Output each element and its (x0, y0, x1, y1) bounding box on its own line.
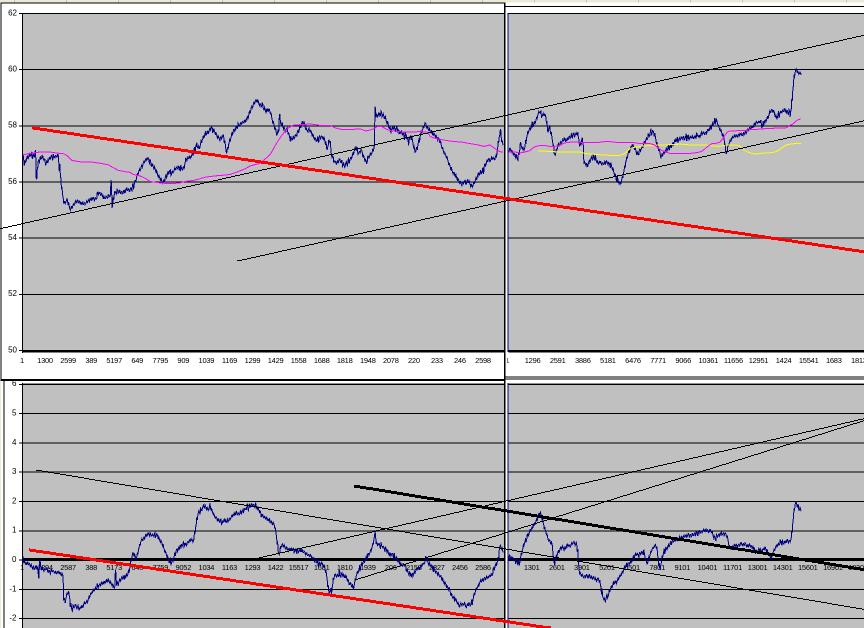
svg-text:1: 1 (12, 526, 17, 535)
svg-text:909: 909 (177, 356, 189, 365)
svg-text:1422: 1422 (268, 563, 284, 572)
svg-text:1429: 1429 (268, 356, 284, 365)
svg-text:1163: 1163 (222, 563, 237, 572)
svg-text:1558: 1558 (291, 356, 307, 365)
svg-text:9052: 9052 (175, 563, 191, 572)
svg-text:2586: 2586 (475, 563, 491, 572)
svg-text:1948: 1948 (360, 356, 376, 365)
svg-text:1424: 1424 (776, 356, 792, 365)
svg-text:2158: 2158 (406, 563, 422, 572)
svg-text:1810: 1810 (337, 563, 353, 572)
svg-text:2591: 2591 (550, 356, 566, 365)
svg-text:7771: 7771 (650, 356, 666, 365)
svg-text:1299: 1299 (245, 356, 261, 365)
svg-text:1: 1 (20, 356, 24, 365)
svg-text:206: 206 (385, 563, 397, 572)
svg-text:10401: 10401 (698, 563, 718, 572)
svg-text:4: 4 (12, 438, 17, 447)
svg-text:2: 2 (12, 496, 17, 505)
svg-text:649: 649 (131, 356, 143, 365)
svg-text:15541: 15541 (799, 356, 819, 365)
svg-text:7801: 7801 (649, 563, 665, 572)
svg-text:0: 0 (12, 555, 17, 564)
svg-text:1296: 1296 (525, 356, 541, 365)
svg-text:3: 3 (12, 467, 17, 476)
svg-text:2078: 2078 (383, 356, 399, 365)
svg-text:2601: 2601 (549, 563, 565, 572)
svg-text:7759: 7759 (152, 563, 168, 572)
svg-text:2599: 2599 (60, 356, 76, 365)
svg-text:1: 1 (506, 356, 510, 365)
svg-text:220: 220 (408, 356, 420, 365)
svg-text:1939: 1939 (360, 563, 376, 572)
svg-text:9066: 9066 (675, 356, 691, 365)
svg-text:56: 56 (8, 177, 17, 186)
svg-text:5201: 5201 (599, 563, 615, 572)
svg-text:5197: 5197 (106, 356, 122, 365)
svg-text:6: 6 (12, 379, 17, 388)
svg-text:50: 50 (8, 345, 17, 354)
svg-text:15601: 15601 (798, 563, 818, 572)
svg-text:1300: 1300 (37, 356, 53, 365)
svg-text:388: 388 (85, 563, 97, 572)
svg-text:1169: 1169 (222, 356, 237, 365)
svg-text:62: 62 (8, 8, 17, 17)
svg-text:6476: 6476 (625, 356, 641, 365)
svg-text:13001: 13001 (748, 563, 768, 572)
svg-text:1293: 1293 (245, 563, 261, 572)
svg-text:52: 52 (8, 289, 17, 298)
svg-text:389: 389 (85, 356, 97, 365)
svg-text:14301: 14301 (773, 563, 793, 572)
svg-text:2598: 2598 (475, 356, 491, 365)
svg-text:-1: -1 (9, 584, 17, 593)
svg-text:5: 5 (12, 409, 17, 418)
svg-text:2456: 2456 (452, 563, 468, 572)
svg-text:1688: 1688 (314, 356, 330, 365)
svg-text:58: 58 (8, 121, 17, 130)
svg-text:-2: -2 (9, 614, 17, 623)
svg-text:6501: 6501 (624, 563, 640, 572)
svg-text:9101: 9101 (674, 563, 690, 572)
svg-text:1301: 1301 (524, 563, 540, 572)
svg-text:1681: 1681 (314, 563, 330, 572)
svg-text:11701: 11701 (723, 563, 742, 572)
svg-text:1683: 1683 (826, 356, 842, 365)
svg-text:1: 1 (20, 563, 24, 572)
svg-text:15517: 15517 (289, 563, 309, 572)
svg-text:233: 233 (431, 356, 443, 365)
svg-text:3886: 3886 (575, 356, 591, 365)
svg-text:54: 54 (8, 233, 17, 242)
svg-text:246: 246 (454, 356, 466, 365)
svg-text:10361: 10361 (698, 356, 718, 365)
svg-text:3901: 3901 (574, 563, 590, 572)
svg-text:5181: 5181 (600, 356, 616, 365)
svg-text:12951: 12951 (749, 356, 769, 365)
svg-text:2587: 2587 (60, 563, 76, 572)
svg-text:7795: 7795 (152, 356, 168, 365)
svg-text:1818: 1818 (337, 356, 353, 365)
svg-text:60: 60 (8, 65, 17, 74)
svg-text:5173: 5173 (106, 563, 122, 572)
svg-text:2327: 2327 (429, 563, 445, 572)
svg-text:1813: 1813 (851, 356, 864, 365)
svg-text:11656: 11656 (724, 356, 743, 365)
svg-text:16901: 16901 (823, 563, 843, 572)
svg-text:1034: 1034 (199, 563, 215, 572)
svg-text:1039: 1039 (199, 356, 215, 365)
